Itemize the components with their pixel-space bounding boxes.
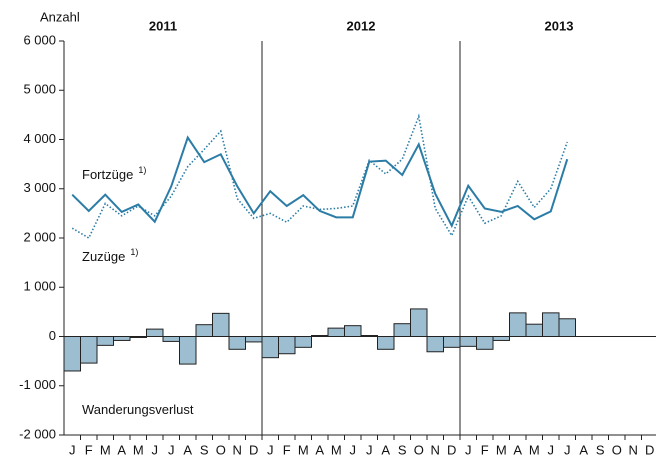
x-tick-label: N (629, 442, 638, 457)
x-tick-label: J (366, 442, 373, 457)
x-tick-label: M (331, 442, 342, 457)
y-tick-label: 2 000 (23, 229, 56, 244)
x-tick-label: M (298, 442, 309, 457)
x-tick-label: A (513, 442, 522, 457)
x-tick-label: J (69, 442, 76, 457)
x-tick-label: J (168, 442, 175, 457)
x-tick-label: M (100, 442, 111, 457)
bar (245, 336, 263, 343)
bar (525, 323, 543, 337)
line-series (71, 135, 569, 229)
bar (377, 336, 395, 350)
bar (426, 336, 444, 353)
bar (179, 336, 197, 365)
bar (344, 325, 362, 338)
bar (212, 312, 230, 338)
y-axis-label: Anzahl (40, 9, 80, 24)
bar (278, 336, 296, 355)
x-tick-label: O (216, 442, 226, 457)
x-tick-label: J (465, 442, 472, 457)
bar (80, 336, 98, 364)
bar (558, 318, 576, 337)
footnote-marker: 1) (130, 247, 138, 257)
y-tick-label: 4 000 (23, 131, 56, 146)
bar (146, 328, 164, 337)
bar (63, 336, 81, 372)
x-tick-label: M (133, 442, 144, 457)
x-tick-label: A (315, 442, 324, 457)
x-tick-label: J (267, 442, 274, 457)
x-tick-label: D (447, 442, 456, 457)
x-tick-label: J (152, 442, 159, 457)
y-tick-label: -2 000 (19, 426, 56, 441)
y-tick-label: 1 000 (23, 279, 56, 294)
x-tick-label: S (200, 442, 209, 457)
x-tick-label: F (481, 442, 489, 457)
x-tick-label: N (431, 442, 440, 457)
bar (294, 336, 312, 348)
x-tick-label: J (350, 442, 357, 457)
line-series (71, 113, 569, 240)
x-tick-label: M (496, 442, 507, 457)
series-label: Fortzüge 1) (82, 165, 146, 182)
x-tick-label: O (414, 442, 424, 457)
bar (459, 336, 477, 347)
series-label: Zuzüge 1) (82, 247, 138, 264)
bar (393, 323, 411, 338)
bar (476, 336, 494, 350)
bar (162, 336, 180, 342)
x-tick-label: S (398, 442, 407, 457)
x-tick-label: A (381, 442, 390, 457)
bar (261, 336, 279, 359)
series-label: Wanderungsverlust (82, 402, 194, 417)
x-tick-label: D (249, 442, 258, 457)
x-tick-label: O (612, 442, 622, 457)
year-label: 2011 (149, 18, 177, 33)
x-tick-label: D (645, 442, 654, 457)
footnote-marker: 1) (138, 165, 146, 175)
y-tick-label: 5 000 (23, 82, 56, 97)
x-tick-label: F (85, 442, 93, 457)
bar (492, 336, 510, 341)
y-tick-label: 0 (49, 328, 56, 343)
x-tick-label: A (117, 442, 126, 457)
x-tick-label: J (564, 442, 571, 457)
bar (195, 324, 213, 337)
x-tick-label: N (233, 442, 242, 457)
series-name: Fortzüge (82, 167, 133, 182)
y-tick-label: -1 000 (19, 377, 56, 392)
x-tick-label: J (548, 442, 555, 457)
y-tick-label: 6 000 (23, 32, 56, 47)
bar (443, 336, 461, 348)
x-tick-label: S (596, 442, 605, 457)
bar (113, 336, 131, 341)
x-tick-label: M (529, 442, 540, 457)
bar (327, 327, 345, 338)
bar (542, 312, 560, 337)
bar (96, 336, 114, 346)
x-tick-label: A (579, 442, 588, 457)
y-tick-label: 3 000 (23, 180, 56, 195)
series-name: Zuzüge (82, 249, 125, 264)
x-tick-label: A (183, 442, 192, 457)
year-label: 2012 (347, 18, 376, 33)
x-tick-label: F (283, 442, 291, 457)
bar (509, 312, 527, 337)
bar (228, 336, 246, 350)
year-label: 2013 (545, 18, 574, 33)
bar (410, 308, 428, 338)
series-name: Wanderungsverlust (82, 402, 194, 417)
